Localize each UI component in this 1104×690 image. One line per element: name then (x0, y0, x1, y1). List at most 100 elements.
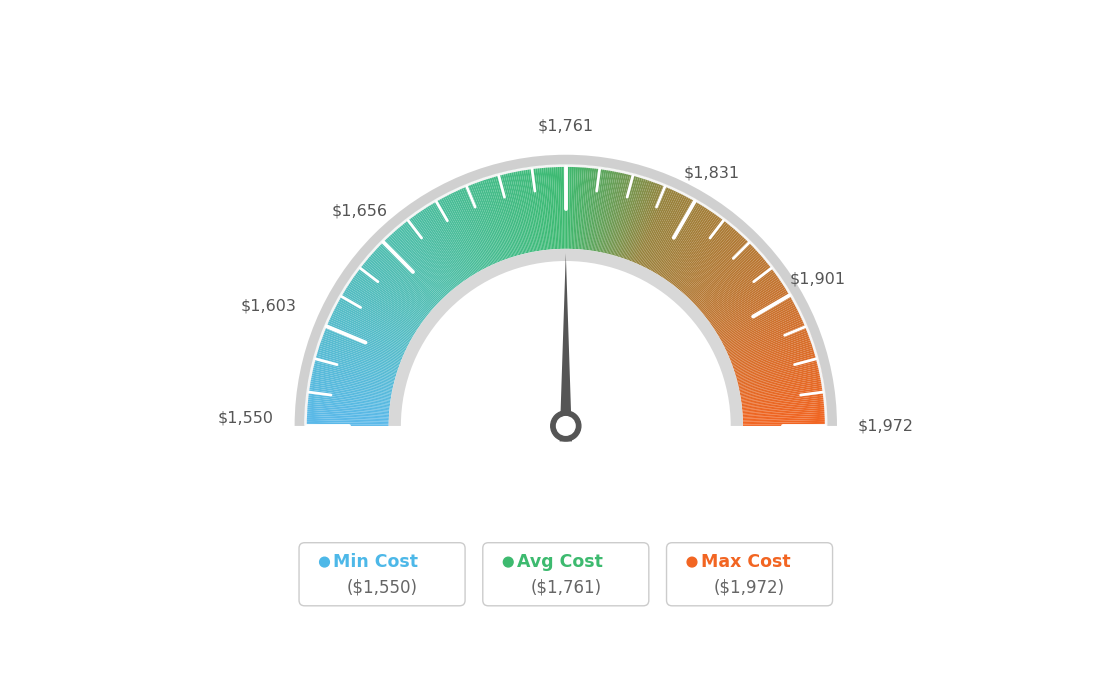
Wedge shape (719, 295, 793, 338)
Wedge shape (476, 180, 506, 259)
Wedge shape (668, 213, 718, 282)
Wedge shape (375, 246, 437, 305)
Wedge shape (731, 332, 810, 364)
Wedge shape (597, 169, 615, 252)
Wedge shape (625, 179, 655, 259)
Wedge shape (574, 165, 581, 249)
Wedge shape (479, 179, 509, 259)
Wedge shape (304, 164, 828, 426)
Wedge shape (326, 320, 404, 355)
Wedge shape (368, 255, 432, 311)
Wedge shape (734, 347, 816, 374)
Wedge shape (723, 307, 799, 347)
Wedge shape (355, 269, 424, 321)
Wedge shape (468, 183, 500, 262)
Text: ($1,972): ($1,972) (714, 578, 785, 597)
Wedge shape (371, 250, 435, 308)
Wedge shape (626, 180, 656, 259)
Wedge shape (743, 422, 827, 424)
Wedge shape (316, 347, 397, 374)
Wedge shape (569, 165, 572, 249)
Wedge shape (328, 317, 405, 353)
Circle shape (320, 558, 329, 567)
Wedge shape (588, 167, 601, 250)
Wedge shape (649, 195, 690, 270)
Wedge shape (449, 191, 488, 268)
Wedge shape (380, 241, 440, 302)
Wedge shape (637, 187, 673, 264)
Wedge shape (364, 258, 431, 313)
Wedge shape (362, 261, 428, 315)
Wedge shape (551, 165, 558, 249)
Wedge shape (737, 359, 819, 382)
Wedge shape (586, 166, 598, 250)
Wedge shape (323, 328, 402, 361)
Wedge shape (741, 381, 824, 397)
Wedge shape (384, 237, 444, 299)
Wedge shape (740, 377, 822, 394)
Wedge shape (709, 270, 777, 322)
Wedge shape (716, 288, 788, 333)
Wedge shape (682, 228, 739, 293)
Wedge shape (601, 170, 618, 253)
Wedge shape (732, 337, 813, 367)
Wedge shape (691, 241, 752, 302)
Text: $1,901: $1,901 (790, 271, 846, 286)
Wedge shape (634, 185, 668, 263)
Wedge shape (502, 172, 524, 254)
Wedge shape (333, 306, 408, 346)
FancyBboxPatch shape (667, 543, 832, 606)
Wedge shape (666, 210, 714, 280)
Wedge shape (314, 357, 395, 381)
Wedge shape (385, 235, 445, 298)
Wedge shape (358, 266, 426, 319)
Wedge shape (309, 373, 392, 391)
Wedge shape (308, 381, 391, 397)
Wedge shape (477, 179, 507, 259)
Wedge shape (343, 288, 415, 333)
Wedge shape (365, 256, 432, 312)
Wedge shape (730, 326, 808, 359)
Wedge shape (331, 309, 407, 348)
Wedge shape (305, 424, 389, 426)
Wedge shape (613, 174, 637, 255)
Wedge shape (728, 320, 806, 355)
Wedge shape (403, 221, 456, 288)
Wedge shape (736, 355, 818, 380)
Wedge shape (664, 208, 711, 279)
Wedge shape (531, 167, 543, 250)
Wedge shape (499, 173, 522, 255)
Wedge shape (603, 170, 623, 253)
Text: $1,831: $1,831 (683, 165, 740, 180)
Wedge shape (580, 166, 588, 250)
Wedge shape (735, 351, 817, 377)
Wedge shape (739, 371, 821, 390)
Wedge shape (492, 175, 518, 256)
Wedge shape (592, 168, 607, 251)
Wedge shape (743, 417, 827, 422)
Wedge shape (734, 345, 815, 373)
Wedge shape (369, 253, 433, 310)
Wedge shape (719, 293, 792, 337)
Wedge shape (305, 417, 389, 422)
Wedge shape (723, 306, 798, 346)
Wedge shape (511, 170, 530, 253)
Wedge shape (665, 209, 712, 279)
Wedge shape (305, 413, 389, 419)
Wedge shape (645, 193, 684, 268)
Wedge shape (676, 221, 729, 288)
Wedge shape (332, 307, 408, 347)
Wedge shape (393, 228, 449, 293)
Circle shape (687, 558, 697, 567)
Wedge shape (423, 206, 469, 278)
Wedge shape (612, 173, 635, 255)
Wedge shape (724, 309, 800, 348)
Wedge shape (307, 393, 390, 405)
Wedge shape (524, 168, 540, 251)
Wedge shape (732, 333, 810, 364)
Wedge shape (401, 222, 455, 288)
Wedge shape (543, 166, 552, 250)
Wedge shape (732, 335, 811, 366)
Wedge shape (581, 166, 591, 250)
Wedge shape (464, 185, 498, 263)
